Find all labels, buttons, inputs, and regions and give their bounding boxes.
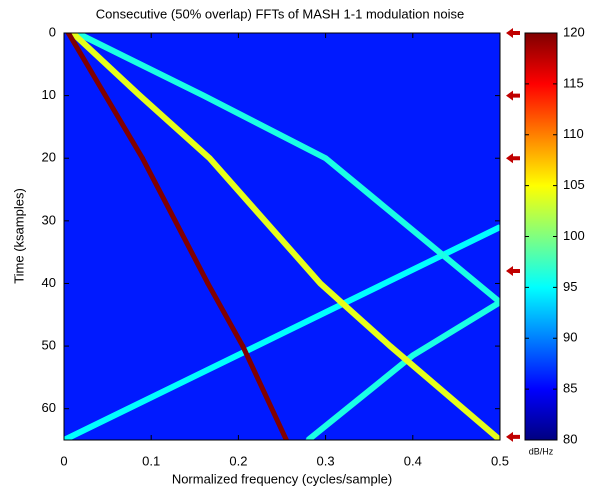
track [75, 33, 500, 440]
track-vertex [497, 299, 500, 305]
track-vertex [283, 437, 289, 440]
track-vertex [279, 331, 285, 337]
track-vertex [205, 280, 211, 286]
colorbar-tick-label: 85 [563, 381, 577, 396]
marker-arrow [506, 431, 520, 442]
chart-title: Consecutive (50% overlap) FFTs of MASH 1… [96, 6, 465, 21]
colorbar [524, 32, 558, 441]
y-tick-label: 30 [42, 212, 56, 227]
track-vertex [137, 93, 143, 99]
track-vertex [64, 437, 67, 440]
x-tick-label: 0.3 [317, 453, 335, 468]
y-axis-label: Time (ksamples) [11, 188, 26, 284]
x-tick-label: 0 [60, 453, 67, 468]
colorbar-tick-label: 115 [563, 75, 584, 90]
colorbar-tick-label: 80 [563, 431, 577, 446]
plot-frame [63, 32, 501, 441]
y-tick-label: 40 [42, 275, 56, 290]
colorbar-tick-label: 110 [563, 126, 584, 141]
y-tick-label: 20 [42, 150, 56, 165]
colorbar-label: dB/Hz [529, 446, 554, 456]
y-tick-label: 60 [42, 400, 56, 415]
track-vertex [139, 155, 145, 161]
colorbar-tick-label: 120 [563, 24, 585, 39]
y-tick-label: 0 [49, 24, 56, 39]
track-vertex [240, 343, 246, 349]
marker-arrow [506, 90, 520, 101]
colorbar-tick-label: 100 [563, 228, 585, 243]
track-vertex [201, 93, 207, 99]
track [70, 33, 500, 440]
marker-arrow [506, 153, 520, 164]
marker-arrow [506, 28, 520, 38]
x-tick-label: 0.4 [404, 453, 422, 468]
x-axis-label: Normalized frequency (cycles/sample) [172, 471, 392, 486]
x-tick-label: 0.5 [491, 453, 509, 468]
x-tick-label: 0.1 [142, 453, 160, 468]
track-vertex [65, 33, 71, 36]
track-vertex [387, 343, 393, 349]
track-vertex [497, 437, 500, 440]
track-vertex [305, 437, 311, 440]
track-vertex [207, 155, 213, 161]
track-vertex [317, 280, 323, 286]
x-tick-label: 0.2 [229, 453, 247, 468]
colorbar-tick-label: 105 [563, 177, 585, 192]
track-vertex [410, 352, 416, 358]
track-vertex [323, 155, 329, 161]
tracks [64, 33, 500, 440]
marker-arrow [506, 265, 520, 276]
colorbar-tick-label: 95 [563, 279, 577, 294]
y-tick-label: 50 [42, 338, 56, 353]
track-vertex [497, 224, 500, 230]
colorbar-tick-label: 90 [563, 330, 577, 345]
y-tick-label: 10 [42, 87, 56, 102]
